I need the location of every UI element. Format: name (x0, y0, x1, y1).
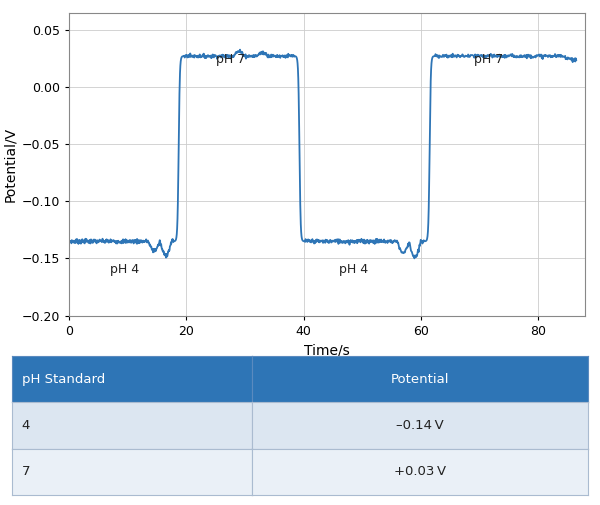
Text: –0.14 V: –0.14 V (396, 419, 444, 432)
Text: +0.03 V: +0.03 V (394, 465, 446, 478)
X-axis label: Time/s: Time/s (304, 343, 350, 357)
Text: pH 7: pH 7 (215, 53, 245, 66)
Text: 4: 4 (22, 419, 30, 432)
Text: Potential: Potential (391, 373, 449, 386)
Text: pH Standard: pH Standard (22, 373, 105, 386)
Text: pH 4: pH 4 (110, 264, 139, 276)
Text: pH 4: pH 4 (339, 264, 368, 276)
Y-axis label: Potential/V: Potential/V (4, 127, 17, 201)
Text: pH 7: pH 7 (473, 53, 503, 66)
Text: 7: 7 (22, 465, 30, 478)
